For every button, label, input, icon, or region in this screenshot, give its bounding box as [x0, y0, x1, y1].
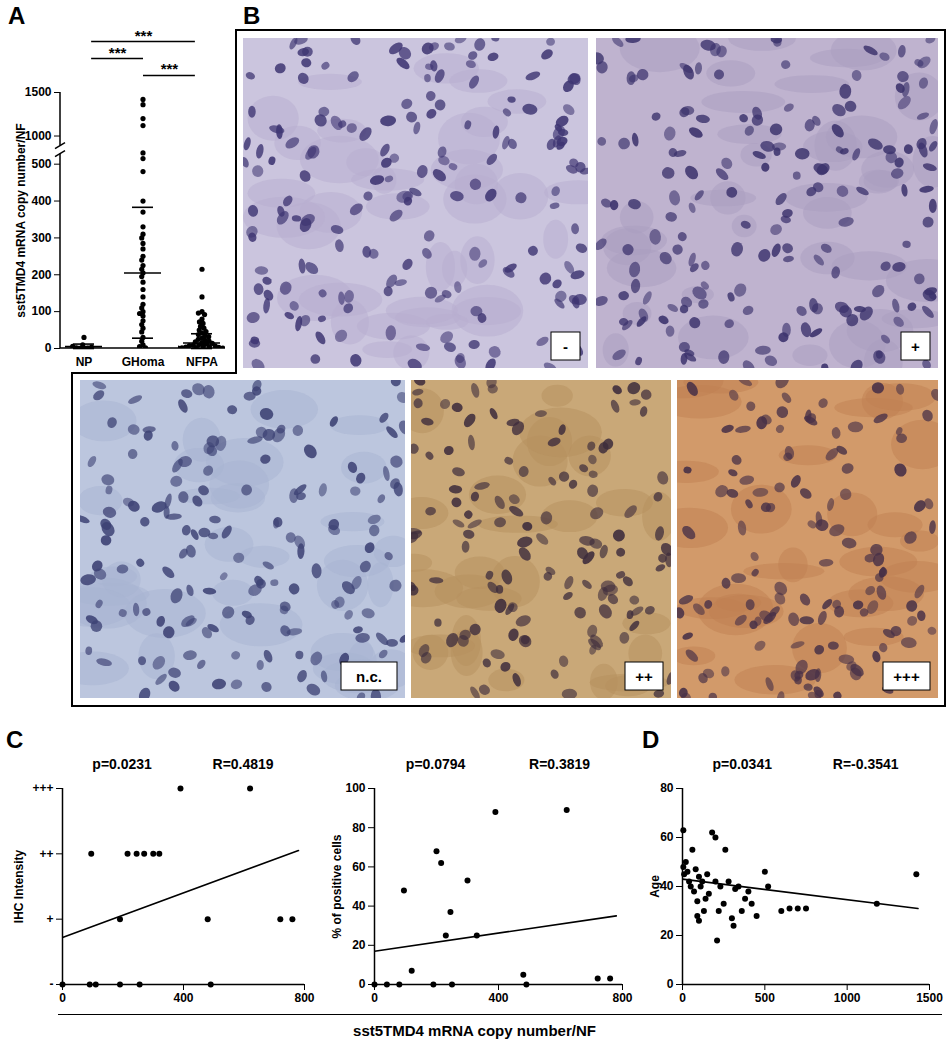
svg-text:400: 400 — [488, 991, 508, 1005]
svg-text:+++: +++ — [32, 781, 53, 795]
svg-text:100: 100 — [345, 781, 365, 795]
svg-text:***: *** — [109, 44, 127, 61]
svg-text:IHC Intensity: IHC Intensity — [12, 850, 26, 924]
svg-text:0: 0 — [667, 977, 674, 991]
svg-text:60: 60 — [660, 830, 674, 844]
svg-text:400: 400 — [173, 991, 193, 1005]
svg-text:800: 800 — [612, 991, 632, 1005]
svg-text:0: 0 — [371, 991, 378, 1005]
svg-text:80: 80 — [352, 821, 366, 835]
svg-text:NFPA: NFPA — [186, 355, 218, 369]
svg-text:NP: NP — [76, 355, 93, 369]
html-text:B: B — [243, 2, 261, 29]
svg-text:500: 500 — [755, 991, 775, 1005]
svg-text:800: 800 — [294, 991, 314, 1005]
svg-text:***: *** — [161, 60, 179, 77]
html-text:C: C — [6, 726, 24, 753]
svg-text:GHoma: GHoma — [122, 355, 165, 369]
svg-text:0: 0 — [679, 991, 686, 1005]
svg-text:+++: +++ — [893, 668, 920, 685]
svg-text:80: 80 — [660, 781, 674, 795]
svg-text:n.c.: n.c. — [356, 668, 382, 685]
html-text:p=0.0231: p=0.0231 — [92, 756, 152, 772]
svg-text:++: ++ — [635, 668, 653, 685]
svg-text:200: 200 — [31, 268, 51, 282]
svg-text:++: ++ — [39, 847, 53, 861]
svg-text:20: 20 — [660, 928, 674, 942]
html-text:p=0.0341: p=0.0341 — [712, 756, 772, 772]
html-text:A: A — [8, 2, 26, 29]
svg-text:1500: 1500 — [25, 85, 52, 99]
svg-text:100: 100 — [31, 304, 51, 318]
svg-text:500: 500 — [31, 157, 51, 171]
svg-text:-: - — [50, 977, 54, 991]
svg-text:1500: 1500 — [916, 991, 943, 1005]
html-text:p=0.0794: p=0.0794 — [405, 756, 466, 772]
html-text:R=0.4819: R=0.4819 — [212, 756, 274, 772]
html-text:D: D — [642, 726, 660, 753]
html-text:R=-0.3541: R=-0.3541 — [832, 756, 899, 772]
svg-text:40: 40 — [352, 899, 366, 913]
svg-text:40: 40 — [660, 879, 674, 893]
svg-text:1000: 1000 — [25, 129, 52, 143]
html-text:R=0.3819: R=0.3819 — [529, 756, 591, 772]
svg-text:+: + — [911, 338, 920, 355]
svg-text:Age: Age — [648, 875, 662, 898]
svg-text:sst5TMD4 mRNA copy number/NF: sst5TMD4 mRNA copy number/NF — [14, 123, 28, 317]
svg-text:0: 0 — [359, 977, 366, 991]
html-text:sst5TMD4 mRNA copy number/NF: sst5TMD4 mRNA copy number/NF — [353, 1022, 596, 1039]
svg-text:0: 0 — [59, 991, 66, 1005]
svg-text:60: 60 — [352, 860, 366, 874]
svg-text:0: 0 — [45, 341, 52, 355]
svg-text:***: *** — [135, 27, 153, 44]
svg-text:20: 20 — [352, 938, 366, 952]
svg-text:% of positive cells: % of positive cells — [330, 834, 344, 938]
svg-text:-: - — [563, 338, 568, 355]
svg-text:400: 400 — [31, 194, 51, 208]
svg-text:+: + — [46, 912, 53, 926]
svg-text:300: 300 — [31, 231, 51, 245]
svg-text:1000: 1000 — [834, 991, 861, 1005]
